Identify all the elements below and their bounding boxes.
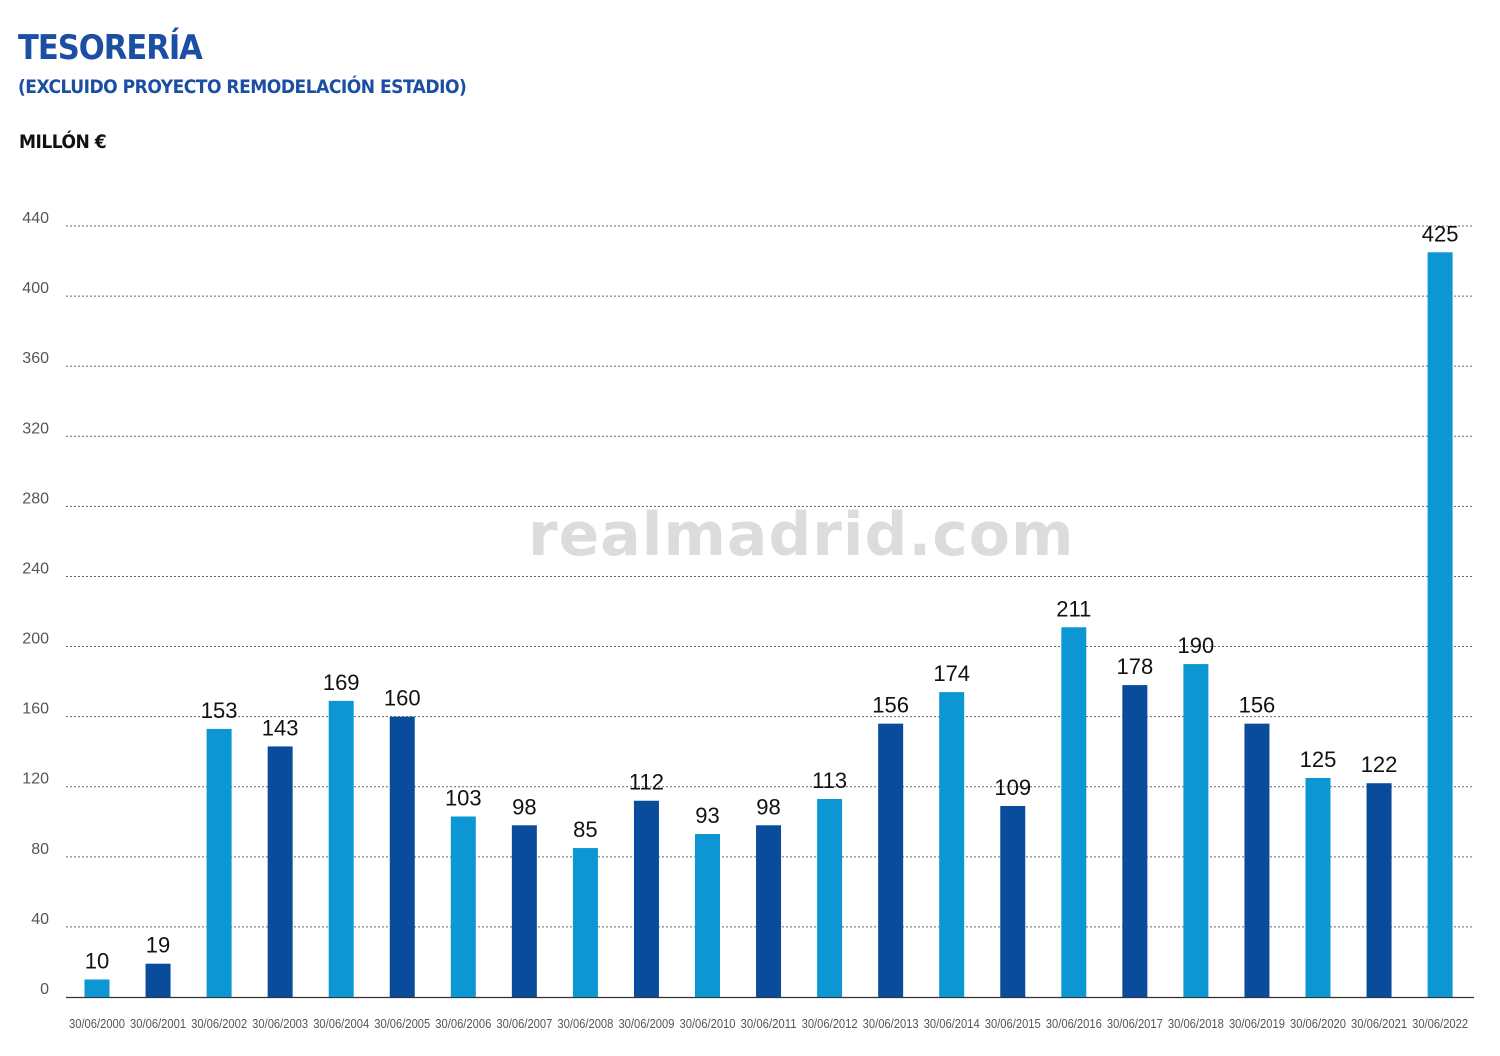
data-label: 103 <box>445 786 482 811</box>
y-tick-label: 360 <box>22 350 49 367</box>
y-tick-label: 200 <box>22 631 49 648</box>
bar <box>84 979 110 997</box>
x-tick-label: 30/06/2011 <box>741 1016 797 1031</box>
data-label: 112 <box>629 770 664 795</box>
bar <box>1244 723 1270 997</box>
y-tick-label: 40 <box>31 911 49 928</box>
chart-title: TESORERÍA <box>18 28 203 68</box>
data-label: 98 <box>512 794 536 819</box>
bar <box>389 716 415 997</box>
bar <box>450 816 476 997</box>
x-tick-label: 30/06/2009 <box>618 1016 674 1031</box>
watermark: realmadrid.com <box>528 500 1075 570</box>
x-tick-label: 30/06/2018 <box>1168 1016 1224 1031</box>
bar <box>1366 783 1392 997</box>
x-tick-label: 30/06/2005 <box>374 1016 430 1031</box>
x-axis-ticks: 30/06/2000 30/06/2001 30/06/2002 30/06/2003… <box>69 1016 1468 1031</box>
bar <box>1061 627 1087 997</box>
x-tick-label: 30/06/2017 <box>1107 1016 1163 1031</box>
bar <box>328 700 354 997</box>
data-label: 125 <box>1300 747 1337 772</box>
y-tick-label: 120 <box>22 771 49 788</box>
bar <box>1122 685 1148 997</box>
x-tick-label: 30/06/2020 <box>1290 1016 1346 1031</box>
data-label: 178 <box>1116 654 1153 679</box>
x-tick-label: 30/06/2014 <box>924 1016 980 1031</box>
x-tick-label: 30/06/2007 <box>496 1016 552 1031</box>
data-label: 113 <box>812 768 847 793</box>
data-label: 160 <box>384 686 421 711</box>
bar <box>1183 664 1209 997</box>
bars <box>84 252 1453 998</box>
y-tick-label: 240 <box>22 560 49 577</box>
gridlines <box>66 225 1474 928</box>
x-tick-label: 30/06/2016 <box>1046 1016 1102 1031</box>
x-tick-label: 30/06/2019 <box>1229 1016 1285 1031</box>
y-tick-label: 280 <box>22 490 49 507</box>
y-axis-ticks: 0 40 80 120 160 200 240 280 320 360 400 440 <box>22 210 49 998</box>
y-axis-unit-label: MILLÓN € <box>19 131 107 153</box>
data-label: 109 <box>994 775 1031 800</box>
x-tick-label: 30/06/2021 <box>1351 1016 1407 1031</box>
chart-subtitle: (EXCLUIDO PROYECTO REMODELACIÓN ESTADIO) <box>18 76 467 98</box>
data-label: 174 <box>933 661 970 686</box>
x-tick-label: 30/06/2000 <box>69 1016 125 1031</box>
bar <box>1305 777 1331 997</box>
y-tick-label: 160 <box>22 701 49 718</box>
bar <box>756 825 782 997</box>
x-tick-label: 30/06/2022 <box>1412 1016 1468 1031</box>
data-label: 93 <box>695 803 719 828</box>
data-labels: 10 19 153 143 169 160 103 98 85 112 93 98 113 156 174 1… <box>85 221 1459 973</box>
x-tick-label: 30/06/2001 <box>130 1016 186 1031</box>
x-tick-label: 30/06/2008 <box>557 1016 613 1031</box>
x-tick-label: 30/06/2010 <box>680 1016 736 1031</box>
data-label: 190 <box>1178 633 1215 658</box>
y-tick-label: 80 <box>31 841 49 858</box>
bar <box>1427 252 1453 998</box>
data-label: 19 <box>146 933 170 958</box>
data-label: 85 <box>573 817 597 842</box>
y-tick-label: 400 <box>22 280 49 297</box>
data-label: 156 <box>872 693 909 718</box>
y-tick-label: 0 <box>40 981 49 998</box>
data-label: 143 <box>262 715 299 740</box>
x-tick-label: 30/06/2013 <box>863 1016 919 1031</box>
bar <box>206 728 232 997</box>
x-tick-label: 30/06/2002 <box>191 1016 247 1031</box>
data-label: 156 <box>1239 693 1276 718</box>
bar <box>878 723 904 997</box>
bar <box>939 692 965 997</box>
x-tick-label: 30/06/2015 <box>985 1016 1041 1031</box>
data-label: 153 <box>201 698 238 723</box>
x-tick-label: 30/06/2006 <box>435 1016 491 1031</box>
data-label: 98 <box>756 794 780 819</box>
bar <box>817 798 843 997</box>
bar <box>572 848 598 997</box>
bar <box>511 825 537 997</box>
data-label: 425 <box>1422 221 1459 246</box>
bar <box>145 963 171 997</box>
y-tick-label: 440 <box>22 210 49 227</box>
x-tick-label: 30/06/2012 <box>802 1016 858 1031</box>
y-tick-label: 320 <box>22 420 49 437</box>
data-label: 169 <box>323 670 360 695</box>
x-tick-label: 30/06/2004 <box>313 1016 369 1031</box>
bar <box>267 746 293 997</box>
data-label: 211 <box>1056 596 1091 621</box>
data-label: 10 <box>85 948 109 973</box>
bar <box>695 834 720 997</box>
bar <box>1000 806 1026 997</box>
data-label: 122 <box>1361 752 1398 777</box>
bar <box>633 800 659 997</box>
x-tick-label: 30/06/2003 <box>252 1016 308 1031</box>
